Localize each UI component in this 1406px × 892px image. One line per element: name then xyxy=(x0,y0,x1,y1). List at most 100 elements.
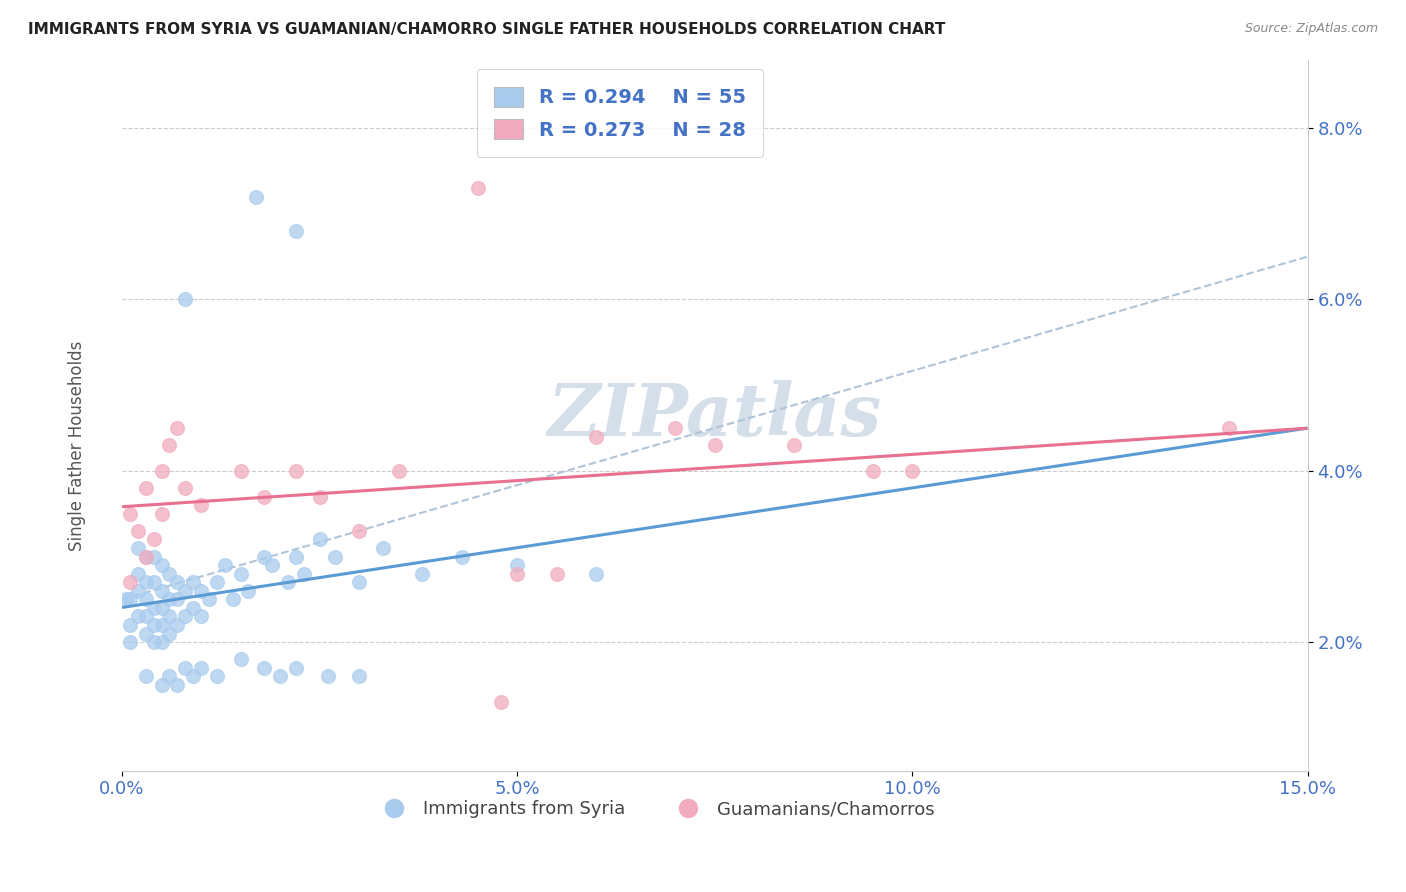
Point xyxy=(585,566,607,581)
Point xyxy=(135,669,157,683)
Point xyxy=(142,533,165,547)
Point xyxy=(181,669,204,683)
Point xyxy=(229,566,252,581)
Point xyxy=(221,592,243,607)
Point xyxy=(783,438,806,452)
Point xyxy=(269,669,291,683)
Point xyxy=(229,652,252,666)
Text: Single Father Households: Single Father Households xyxy=(69,341,86,551)
Text: ZIPatlas: ZIPatlas xyxy=(548,380,882,450)
Point xyxy=(142,549,165,564)
Point xyxy=(253,661,276,675)
Point xyxy=(118,635,141,649)
Point xyxy=(127,566,149,581)
Point xyxy=(159,566,181,581)
Text: IMMIGRANTS FROM SYRIA VS GUAMANIAN/CHAMORRO SINGLE FATHER HOUSEHOLDS CORRELATION: IMMIGRANTS FROM SYRIA VS GUAMANIAN/CHAMO… xyxy=(28,22,945,37)
Point xyxy=(135,549,157,564)
Point xyxy=(198,592,221,607)
Point xyxy=(181,601,204,615)
Point xyxy=(166,575,188,590)
Point xyxy=(190,661,212,675)
Point xyxy=(325,549,347,564)
Point xyxy=(506,558,529,572)
Point xyxy=(214,558,236,572)
Point xyxy=(229,464,252,478)
Point xyxy=(135,575,157,590)
Point xyxy=(118,507,141,521)
Point xyxy=(262,558,284,572)
Point xyxy=(703,438,725,452)
Point xyxy=(292,566,315,581)
Point xyxy=(451,549,474,564)
Point xyxy=(166,592,188,607)
Point xyxy=(284,549,307,564)
Point xyxy=(159,438,181,452)
Point xyxy=(135,609,157,624)
Point xyxy=(181,575,204,590)
Point xyxy=(118,618,141,632)
Point xyxy=(150,558,173,572)
Point xyxy=(166,678,188,692)
Point xyxy=(127,524,149,538)
Point xyxy=(901,464,924,478)
Point xyxy=(159,626,181,640)
Point xyxy=(284,661,307,675)
Point xyxy=(166,421,188,435)
Point xyxy=(142,635,165,649)
Point xyxy=(388,464,411,478)
Point xyxy=(190,609,212,624)
Point xyxy=(238,583,260,598)
Point xyxy=(150,635,173,649)
Point xyxy=(284,464,307,478)
Point xyxy=(253,490,276,504)
Point xyxy=(347,524,370,538)
Point xyxy=(371,541,394,555)
Point xyxy=(118,575,141,590)
Point xyxy=(142,618,165,632)
Point xyxy=(159,609,181,624)
Point xyxy=(347,575,370,590)
Point xyxy=(506,566,529,581)
Point xyxy=(284,224,307,238)
Point xyxy=(585,429,607,443)
Point xyxy=(174,481,197,495)
Point xyxy=(135,592,157,607)
Point xyxy=(135,626,157,640)
Point xyxy=(308,533,330,547)
Point xyxy=(127,541,149,555)
Point xyxy=(245,189,267,203)
Point xyxy=(190,498,212,512)
Point xyxy=(166,618,188,632)
Text: Source: ZipAtlas.com: Source: ZipAtlas.com xyxy=(1244,22,1378,36)
Point xyxy=(411,566,433,581)
Point xyxy=(174,583,197,598)
Point xyxy=(118,592,141,607)
Point xyxy=(150,464,173,478)
Point xyxy=(277,575,299,590)
Point xyxy=(664,421,686,435)
Point xyxy=(174,609,197,624)
Point xyxy=(316,669,339,683)
Point xyxy=(150,507,173,521)
Point xyxy=(115,592,138,607)
Point xyxy=(150,601,173,615)
Point xyxy=(862,464,884,478)
Point xyxy=(159,592,181,607)
Point xyxy=(205,575,228,590)
Point xyxy=(347,669,370,683)
Point xyxy=(253,549,276,564)
Point xyxy=(174,661,197,675)
Point xyxy=(308,490,330,504)
Point xyxy=(127,609,149,624)
Point xyxy=(1218,421,1240,435)
Point xyxy=(135,549,157,564)
Point xyxy=(142,601,165,615)
Point xyxy=(174,293,197,307)
Point xyxy=(491,695,513,709)
Point xyxy=(150,678,173,692)
Point xyxy=(205,669,228,683)
Point xyxy=(546,566,568,581)
Point xyxy=(127,583,149,598)
Point xyxy=(142,575,165,590)
Point xyxy=(135,481,157,495)
